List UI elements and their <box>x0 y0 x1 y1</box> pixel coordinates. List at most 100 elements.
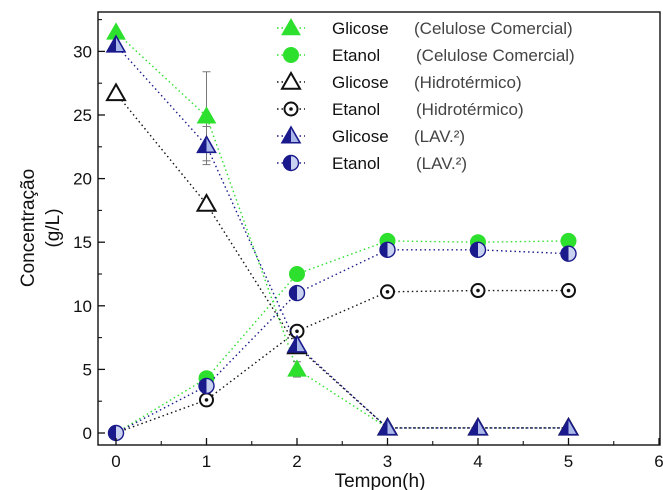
series-5 <box>107 241 577 442</box>
x-tick-label: 4 <box>473 452 482 471</box>
data-point <box>287 359 307 377</box>
legend-entry-0: Glicose (Celulose Comercial) <box>277 17 573 38</box>
series-layer <box>105 22 580 442</box>
legend-condition: (Hidrotérmico) <box>414 73 522 92</box>
marker-shape <box>105 82 127 102</box>
x-axis-title: Tempon(h) <box>335 471 426 490</box>
y-tick-label: 25 <box>73 106 92 125</box>
x-tick-label: 5 <box>564 452 573 471</box>
marker-center-dot <box>204 398 209 402</box>
legend-entry-4: Glicose (LAV.²) <box>277 125 465 146</box>
series-line <box>115 249 569 434</box>
marker-shape <box>280 70 302 90</box>
y-tick-label: 10 <box>73 297 92 316</box>
legend-marker <box>282 154 300 172</box>
legend-entry-5: Etanol (LAV.²) <box>277 154 467 173</box>
y-axis-title: Concentração (g/L) <box>18 169 64 287</box>
legend-series-name: Etanol <box>332 100 380 119</box>
legend: Glicose (Celulose Comercial) Etanol (Celulo… <box>277 17 575 173</box>
data-point <box>105 82 127 102</box>
marker-half-fill <box>107 36 116 52</box>
marker-half-fill <box>559 418 569 435</box>
series-4 <box>105 34 579 436</box>
legend-series-name: Glicose <box>332 19 389 38</box>
data-point <box>289 266 305 282</box>
data-point <box>288 284 306 302</box>
ticks: 0 1 2 3 4 5 6 0 5 10 15 20 25 30 <box>73 19 663 471</box>
y-tick-label: 20 <box>73 170 92 189</box>
marker-center-dot <box>289 107 293 111</box>
data-point <box>560 245 577 262</box>
data-point <box>196 134 217 154</box>
y-tick-label: 30 <box>73 42 92 61</box>
marker-center-dot <box>295 329 299 334</box>
legend-condition: (Hidrotérmico) <box>416 100 524 119</box>
marker-half-fill <box>378 418 388 435</box>
legend-condition: (LAV.²) <box>414 127 465 146</box>
data-point <box>107 424 125 442</box>
legend-condition: (LAV.²) <box>416 154 467 173</box>
data-point <box>196 106 217 124</box>
marker-shape <box>196 106 217 124</box>
x-tick-label: 0 <box>111 452 120 471</box>
marker-half-fill <box>283 155 291 171</box>
y-tick-label: 5 <box>83 360 92 379</box>
data-point <box>467 417 489 436</box>
legend-entry-1: Etanol (Celulose Comercial) <box>277 46 575 65</box>
legend-marker <box>283 101 299 117</box>
marker-half-fill <box>380 242 388 258</box>
marker-half-fill <box>288 336 297 352</box>
legend-marker <box>280 70 302 90</box>
marker-half-fill <box>469 418 478 435</box>
marker-center-dot <box>476 288 480 293</box>
y-tick-label: 15 <box>73 233 92 252</box>
marker-half-fill <box>108 425 116 441</box>
x-tick-label: 2 <box>292 452 301 471</box>
data-point <box>380 284 395 300</box>
x-tick-label: 1 <box>202 452 211 471</box>
series-line <box>115 31 569 429</box>
data-point <box>469 241 487 259</box>
legend-series-name: Etanol <box>332 154 380 173</box>
data-point <box>286 334 308 353</box>
marker-center-dot <box>566 288 571 293</box>
y-axis-title-line-2: (g/L) <box>43 208 64 247</box>
legend-condition: (Celulose Comercial) <box>414 19 573 38</box>
data-point <box>470 283 486 299</box>
marker-shape <box>283 47 299 63</box>
series-3 <box>108 283 576 441</box>
data-point <box>199 392 214 408</box>
data-point <box>377 417 398 436</box>
series-line <box>115 44 569 429</box>
legend-condition: (Celulose Comercial) <box>416 46 575 65</box>
series-line <box>115 240 569 434</box>
series-1 <box>108 232 577 441</box>
legend-series-name: Etanol <box>332 46 380 65</box>
marker-half-fill <box>282 127 291 143</box>
marker-shape <box>289 266 305 282</box>
plot-frame <box>97 11 661 446</box>
series-line <box>115 289 569 434</box>
legend-marker <box>283 47 299 63</box>
x-tick-label: 6 <box>654 452 663 471</box>
data-point <box>379 241 396 259</box>
data-point <box>558 417 579 436</box>
data-point <box>561 283 576 299</box>
data-point <box>198 377 215 395</box>
marker-half-fill <box>197 136 207 153</box>
data-point <box>105 34 127 53</box>
legend-entry-3: Etanol (Hidrotérmico) <box>277 100 524 119</box>
marker-half-fill <box>289 285 297 301</box>
legend-entry-2: Glicose (Hidrotérmico) <box>277 70 522 92</box>
marker-shape <box>281 17 301 36</box>
x-tick-label: 3 <box>383 452 392 471</box>
marker-half-fill <box>470 242 478 258</box>
axes <box>97 11 661 446</box>
marker-shape <box>287 359 307 377</box>
legend-series-name: Glicose <box>332 73 389 92</box>
legend-marker <box>281 17 301 36</box>
data-point <box>195 193 218 212</box>
legend-series-name: Glicose <box>332 127 389 146</box>
marker-half-fill <box>561 246 569 262</box>
